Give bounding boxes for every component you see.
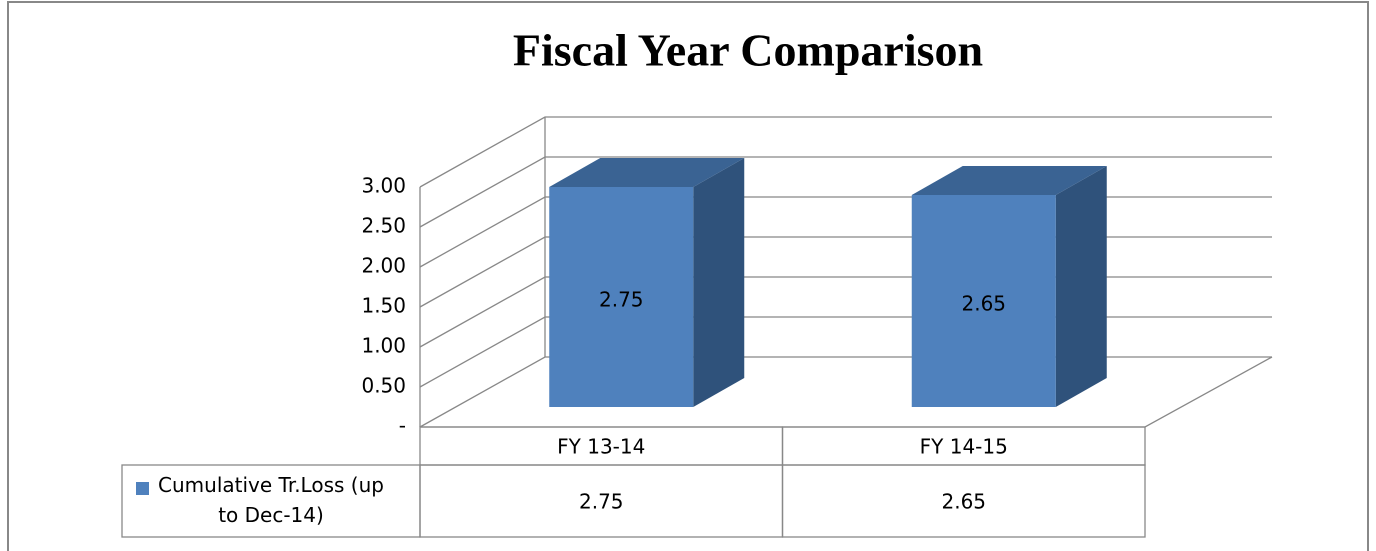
x-tick-label: FY 14-15 bbox=[920, 435, 1008, 459]
legend-label-box: Cumulative Tr.Loss (up to Dec-14) bbox=[158, 473, 384, 527]
bar-top bbox=[549, 158, 745, 187]
y-tick-label: 3.00 bbox=[361, 174, 406, 198]
y-tick-label: 2.00 bbox=[361, 254, 406, 278]
x-tick-label: FY 13-14 bbox=[557, 435, 645, 459]
bar bbox=[549, 158, 745, 407]
legend-label: Cumulative Tr.Loss (up to Dec-14) bbox=[158, 473, 384, 527]
chart-title: Fiscal Year Comparison bbox=[513, 25, 983, 76]
table-value: 2.65 bbox=[941, 490, 986, 514]
y-tick-label: 2.50 bbox=[361, 214, 406, 238]
legend-swatch bbox=[136, 482, 149, 495]
y-tick-label: 1.00 bbox=[361, 334, 406, 358]
data-label: 2.75 bbox=[599, 288, 644, 312]
bar-side bbox=[1055, 166, 1107, 407]
y-tick-label: 1.50 bbox=[361, 294, 406, 318]
y-tick-label: 0.50 bbox=[361, 374, 406, 398]
bar-side bbox=[693, 158, 745, 407]
table-cell bbox=[781, 464, 1146, 538]
y-tick-label: - bbox=[399, 414, 406, 438]
bar-top bbox=[911, 166, 1107, 195]
bar bbox=[911, 166, 1107, 407]
bar-front bbox=[549, 187, 694, 407]
table-value: 2.75 bbox=[579, 490, 624, 514]
bar-front bbox=[911, 195, 1056, 407]
data-label: 2.65 bbox=[961, 292, 1006, 316]
